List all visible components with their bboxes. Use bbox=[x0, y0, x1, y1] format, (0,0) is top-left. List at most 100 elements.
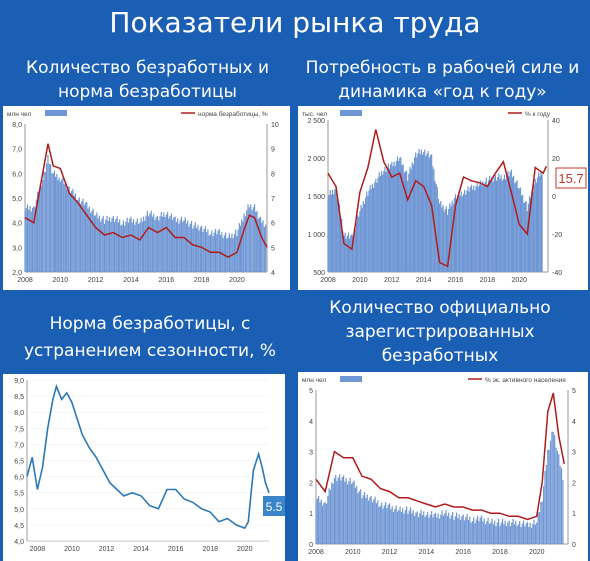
bar bbox=[387, 163, 389, 272]
bar bbox=[549, 440, 552, 544]
bar bbox=[436, 186, 438, 272]
y-tick-label-right: 4 bbox=[572, 419, 576, 426]
bar bbox=[499, 526, 501, 544]
bar bbox=[471, 521, 473, 544]
bar bbox=[456, 199, 458, 272]
y-tick-label-left: 6,0 bbox=[12, 171, 22, 178]
bar bbox=[474, 190, 476, 272]
bar bbox=[467, 519, 470, 544]
bar bbox=[172, 219, 174, 272]
bar bbox=[91, 211, 93, 272]
bar bbox=[429, 514, 431, 544]
bar bbox=[393, 161, 395, 272]
bar bbox=[534, 524, 537, 544]
y-tick-label-right: 0 bbox=[552, 194, 556, 201]
bar bbox=[170, 213, 172, 272]
legend-bar-label: тыс. чел bbox=[302, 111, 327, 118]
bar bbox=[394, 508, 396, 544]
bar bbox=[395, 505, 397, 544]
bar bbox=[159, 216, 161, 272]
y-tick-label-left: 5,0 bbox=[14, 507, 24, 514]
bar bbox=[462, 514, 464, 544]
bar bbox=[403, 172, 405, 272]
bar bbox=[361, 498, 363, 544]
bar bbox=[259, 216, 262, 272]
bar bbox=[425, 515, 427, 544]
bar bbox=[450, 515, 452, 544]
bar bbox=[435, 184, 437, 272]
bar bbox=[56, 174, 58, 272]
y-tick-label-right: 10 bbox=[271, 122, 279, 129]
bar bbox=[339, 474, 341, 544]
bar bbox=[508, 520, 510, 544]
bar bbox=[235, 229, 237, 272]
bar bbox=[28, 209, 30, 272]
bar bbox=[154, 219, 156, 272]
bar bbox=[543, 486, 545, 544]
bar bbox=[33, 206, 35, 272]
bar bbox=[408, 173, 410, 272]
bar bbox=[532, 192, 534, 272]
bar bbox=[503, 524, 505, 544]
bar bbox=[256, 211, 258, 272]
bar bbox=[238, 223, 240, 272]
bar bbox=[428, 517, 430, 544]
bar bbox=[375, 503, 378, 544]
bar bbox=[327, 199, 329, 272]
bar bbox=[445, 206, 448, 272]
bar bbox=[524, 526, 526, 544]
bar bbox=[103, 223, 106, 272]
bar bbox=[48, 164, 50, 272]
bar bbox=[351, 234, 353, 272]
bar bbox=[369, 185, 371, 272]
bar bbox=[347, 232, 350, 272]
bar bbox=[426, 153, 428, 272]
bar bbox=[72, 188, 74, 272]
bar bbox=[415, 512, 417, 544]
panel-title-bl-line2: устранением сезонности, % bbox=[23, 341, 277, 361]
bar bbox=[378, 506, 380, 544]
bar bbox=[554, 435, 556, 544]
panel-title-bl: Норма безработицы, с устранением сезонно… bbox=[0, 311, 300, 365]
bar bbox=[216, 234, 218, 272]
bar bbox=[348, 481, 350, 544]
x-tick-label: 2014 bbox=[416, 277, 432, 284]
bar bbox=[480, 515, 483, 544]
bar bbox=[446, 515, 448, 544]
bar bbox=[377, 177, 379, 272]
bar bbox=[478, 184, 481, 272]
bar bbox=[100, 221, 102, 272]
bar bbox=[516, 526, 518, 544]
bar bbox=[257, 218, 259, 272]
bar bbox=[498, 518, 500, 544]
bar bbox=[528, 196, 531, 272]
bar bbox=[443, 211, 445, 272]
bar bbox=[511, 177, 514, 272]
bar bbox=[412, 510, 414, 544]
bar bbox=[323, 503, 325, 544]
bar bbox=[534, 178, 536, 272]
bar bbox=[336, 198, 338, 272]
bar bbox=[192, 228, 194, 272]
panel-title-br-line1: Количество официально bbox=[329, 298, 551, 318]
bar bbox=[333, 478, 335, 544]
bar bbox=[453, 519, 455, 544]
bar bbox=[146, 210, 148, 272]
chart-tr: 500 1 000 1 500 2 000 2 500 -40 -20 0 20 40 2008 20… bbox=[302, 110, 587, 284]
bar bbox=[385, 502, 387, 544]
bar bbox=[406, 506, 408, 544]
bar bbox=[206, 232, 208, 272]
bar bbox=[362, 495, 364, 544]
chart-panel-tl: 2,0 3,0 4,0 5,0 6,0 7,0 8,0 4 5 6 7 8 9 10 2008 2010 201… bbox=[3, 106, 290, 290]
bar bbox=[371, 502, 374, 544]
bar bbox=[227, 237, 229, 272]
bar bbox=[335, 474, 337, 544]
bar bbox=[254, 204, 256, 272]
bar bbox=[158, 220, 160, 272]
bar bbox=[461, 196, 463, 272]
bar bbox=[55, 176, 57, 272]
x-tick-label: 2018 bbox=[492, 549, 508, 556]
panel-title-tl: Количество безработных и норма безработи… bbox=[0, 56, 295, 104]
bar bbox=[399, 506, 401, 544]
bar bbox=[175, 221, 178, 272]
